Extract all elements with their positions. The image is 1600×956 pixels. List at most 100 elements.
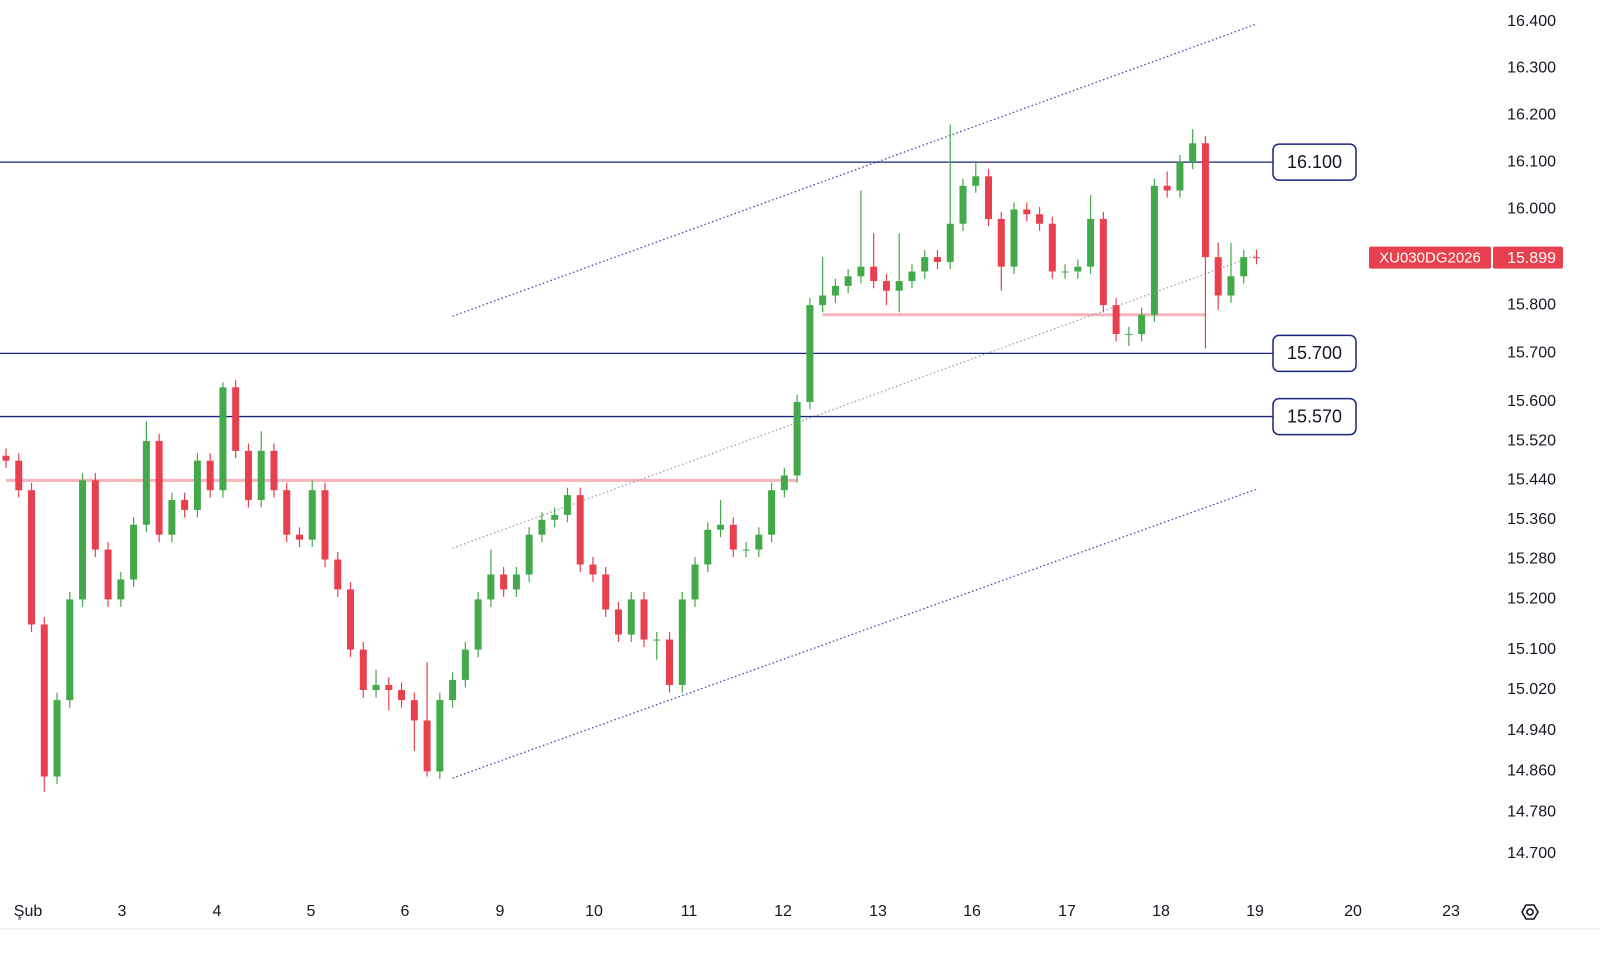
candle-body [1023,209,1031,215]
candle-body [525,534,533,575]
y-tick-label: 15.800 [1507,296,1556,313]
candle-body [946,223,954,262]
level-label-box [1272,143,1357,181]
candle-body [831,285,839,296]
y-tick-label: 15.100 [1507,641,1556,658]
y-tick-label: 16.100 [1507,153,1556,170]
candle-body [308,490,316,540]
candle-body [640,599,648,640]
candle-body [551,514,559,520]
candle-body [295,534,303,540]
candle-body [359,649,367,690]
y-tick-label: 15.440 [1507,472,1556,489]
last-price-box [1493,246,1563,269]
candle-body [1112,305,1120,335]
y-tick-label: 15.280 [1507,551,1556,568]
x-tick-label: 17 [1058,903,1076,920]
y-tick-label: 16.300 [1507,59,1556,76]
x-tick-label: 9 [496,903,505,920]
y-tick-label: 16.000 [1507,201,1556,218]
level-label: 15.700 [1287,343,1342,363]
x-tick-label: 5 [307,903,316,920]
settings-icon[interactable] [1521,904,1539,920]
candle-body [678,599,686,685]
candle-body [1061,271,1069,273]
candle-body [155,441,163,535]
candle-body [972,176,980,186]
level-label-box [1272,334,1357,373]
y-tick-label: 15.600 [1507,393,1556,410]
candle-body [1176,162,1184,191]
level-label: 15.570 [1287,406,1342,426]
candle-body [908,271,916,282]
candle-body [997,218,1005,267]
candle-body [1201,143,1209,258]
y-tick-label: 16.200 [1507,106,1556,123]
candle-body [461,649,469,680]
candle-body [614,609,622,635]
candle-body [1252,257,1260,259]
candle-body [653,639,661,641]
candle-body [1189,143,1197,163]
y-tick-label: 15.700 [1507,345,1556,362]
candle-body [576,495,584,565]
candle-body [410,700,418,721]
candle-body [857,266,865,277]
y-tick-label: 15.520 [1507,432,1556,449]
candle-body [1048,223,1056,272]
trend-line [452,254,1257,549]
candle-body [40,624,48,777]
candle-body [15,460,23,491]
candle-body [1163,185,1171,191]
candle-body [244,450,252,501]
x-tick-label: 18 [1152,903,1170,920]
candle-body [627,599,635,635]
x-tick-label: 10 [585,903,603,920]
candle-body [474,599,482,650]
candle-body [423,720,431,772]
candle-body [1036,214,1044,224]
candle-body [755,534,763,550]
candle-body [882,281,890,291]
candle-body [729,524,737,550]
candle-body [691,564,699,600]
candle-body [704,529,712,565]
candle-body [512,574,520,590]
candle-body [168,500,176,535]
x-tick-label: 16 [963,903,981,920]
candle-body [104,549,112,600]
candle-body [385,684,393,690]
candle-body [53,700,61,777]
candle-body [819,295,827,306]
candle-body [1150,185,1158,315]
candle-body [257,450,265,501]
candle-body [959,185,967,224]
candle-body [142,441,150,525]
level-label: 16.100 [1287,152,1342,172]
candle-body [283,490,291,535]
candle-body [334,559,342,590]
candle-body [487,574,495,600]
y-tick-label: 15.020 [1507,681,1556,698]
candle-body [742,549,750,551]
candle-body [895,281,903,291]
x-tick-label: 11 [681,903,698,920]
x-tick-label: 23 [1442,903,1460,920]
candle-body [2,455,10,461]
candle-body [563,495,571,515]
candle-body [436,700,444,772]
candle-body [206,460,214,491]
x-tick-label: 4 [213,903,222,920]
candle-body [602,574,610,610]
level-label-box [1272,397,1357,436]
candle-body [933,257,941,262]
trend-line [452,23,1257,317]
candle-body [1125,334,1133,336]
candle-body [844,276,852,286]
x-tick-label: 20 [1344,903,1362,920]
x-tick-label: 19 [1246,903,1264,920]
candle-body [91,480,99,550]
candle-body [181,500,189,510]
